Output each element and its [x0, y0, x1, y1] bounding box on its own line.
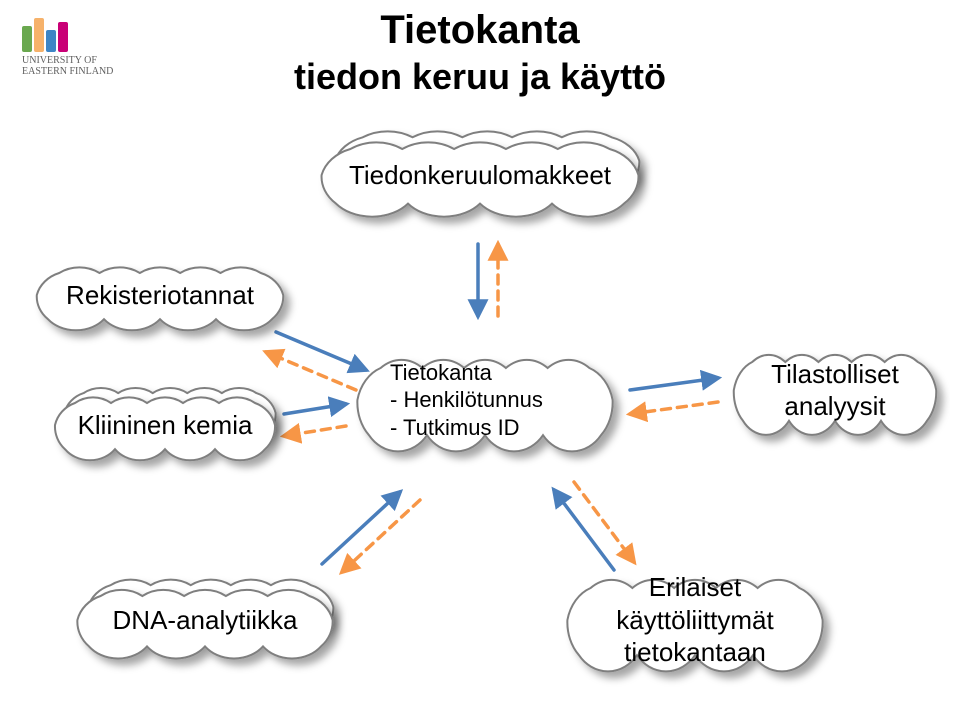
cloud-tiedonkeruulomakkeet: Tiedonkeruulomakkeet — [300, 110, 660, 240]
cloud-tietokanta: Tietokanta - Henkilötunnus - Tutkimus ID — [340, 320, 630, 480]
cloud-tilastolliset-analyysit: Tilastolliset analyysit — [720, 320, 950, 460]
cloud-label: Tilastolliset analyysit — [720, 320, 950, 460]
cloud-label: Rekisteriotannat — [20, 240, 300, 350]
cloud-label: Erilaiset käyttöliittymät tietokantaan — [550, 540, 840, 700]
cloud-kliininen-kemia: Kliininen kemia — [40, 370, 290, 480]
cloud-erilaiset-kayttoliittymat: Erilaiset käyttöliittymät tietokantaan — [550, 540, 840, 700]
cloud-rekisteriotannat: Rekisteriotannat — [20, 240, 300, 350]
cloud-label: Tietokanta - Henkilötunnus - Tutkimus ID — [340, 320, 630, 480]
cloud-label: DNA-analytiikka — [60, 560, 350, 680]
cloud-label: Kliininen kemia — [40, 370, 290, 480]
cloud-label: Tiedonkeruulomakkeet — [300, 110, 660, 240]
cloud-dna-analytiikka: DNA-analytiikka — [60, 560, 350, 680]
